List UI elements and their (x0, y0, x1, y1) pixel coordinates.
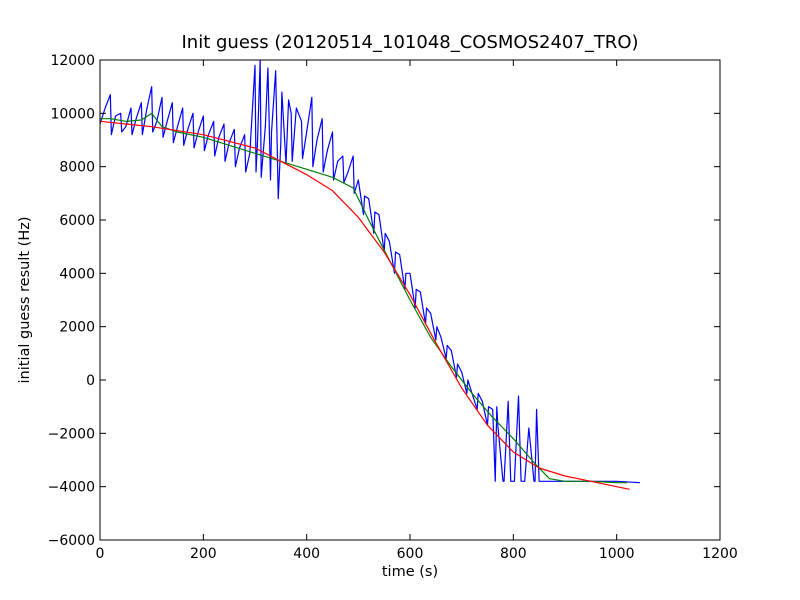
y-tick-label: 2000 (59, 320, 95, 336)
series-layer (100, 60, 640, 490)
y-axis-label: initial guess result (Hz) (17, 217, 33, 384)
y-tick-label: −6000 (48, 533, 95, 549)
x-tick-label: 1200 (702, 546, 738, 562)
series-line-2 (100, 112, 627, 484)
y-tick-label: 0 (86, 373, 95, 389)
x-tick-label: 200 (190, 546, 217, 562)
x-tick-label: 0 (96, 546, 105, 562)
x-tick-label: 800 (500, 546, 527, 562)
series-line-3 (100, 120, 630, 490)
x-tick-label: 1000 (599, 546, 635, 562)
x-tick-label: 600 (397, 546, 424, 562)
tick-layer: 0 200 400 600 800 1000 1200 −6000 −4000 −2000 0 200… (48, 53, 738, 562)
x-tick-label: 400 (293, 546, 320, 562)
y-tick-label: 12000 (50, 53, 95, 69)
y-tick-label: 4000 (59, 266, 95, 282)
chart-title: Init guess (20120514_101048_COSMOS2407_T… (181, 32, 638, 53)
y-tick-label: 10000 (50, 106, 95, 122)
x-axis-label: time (s) (382, 564, 438, 580)
y-tick-label: −2000 (48, 426, 95, 442)
y-tick-label: 6000 (59, 213, 95, 229)
y-tick-label: −4000 (48, 480, 95, 496)
y-tick-label: 8000 (59, 160, 95, 176)
